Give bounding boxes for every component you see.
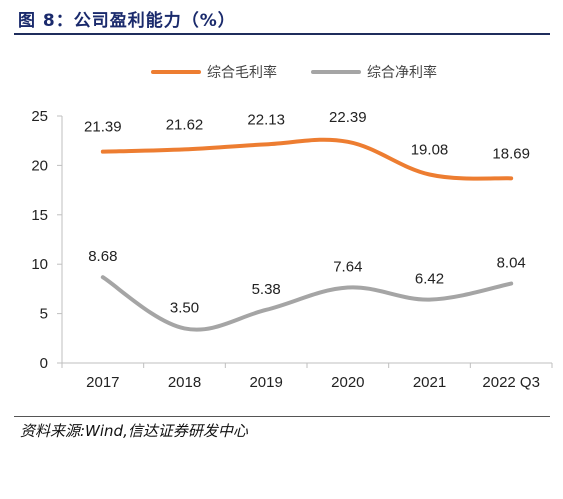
data-label: 18.69 — [492, 145, 530, 162]
data-label: 21.39 — [84, 119, 122, 136]
figure-title: 图 8：公司盈利能力（%） — [18, 11, 236, 31]
data-label: 7.64 — [333, 259, 362, 276]
x-tick-label: 2020 — [331, 374, 364, 391]
data-label: 5.38 — [252, 281, 281, 298]
chart-labels: 21.39 21.62 22.13 22.39 19.08 18.69 8.68 3.50 5.… — [84, 109, 530, 317]
data-label: 22.13 — [247, 111, 285, 128]
data-label: 19.08 — [411, 141, 449, 158]
y-tick-label: 15 — [31, 207, 48, 224]
x-tick-label: 2022 Q3 — [482, 374, 540, 391]
source-rule — [14, 416, 550, 417]
legend-label: 综合净利率 — [367, 64, 437, 81]
data-label: 22.39 — [329, 109, 367, 126]
x-tick-label: 2017 — [86, 374, 119, 391]
source-note: 资料来源:Wind,信达证券研发中心 — [20, 422, 248, 440]
y-tick-label: 10 — [31, 256, 48, 273]
chart-legend: 综合毛利率 综合净利率 — [151, 64, 437, 81]
y-tick-label: 20 — [31, 157, 48, 174]
series-line-1 — [100, 275, 514, 332]
legend-label: 综合毛利率 — [207, 64, 277, 81]
y-tick-label: 5 — [40, 306, 48, 323]
title-rule — [14, 33, 550, 35]
y-tick-label: 25 — [31, 108, 48, 125]
chart-lines — [100, 137, 514, 332]
profitability-chart: 0 5 10 15 20 25 2017 2018 2019 2020 2021 2022 Q3 21… — [31, 64, 553, 391]
data-label: 21.62 — [166, 116, 204, 133]
data-label: 8.04 — [497, 255, 526, 272]
data-label: 8.68 — [88, 248, 117, 265]
y-tick-label: 0 — [40, 355, 48, 372]
series-line-0 — [100, 137, 514, 181]
x-tick-label: 2019 — [249, 374, 282, 391]
data-label: 3.50 — [170, 299, 199, 316]
x-tick-label: 2021 — [413, 374, 446, 391]
data-label: 6.42 — [415, 271, 444, 288]
x-tick-label: 2018 — [168, 374, 201, 391]
chart-axes: 0 5 10 15 20 25 2017 2018 2019 2020 2021 2022 Q3 — [31, 108, 553, 391]
